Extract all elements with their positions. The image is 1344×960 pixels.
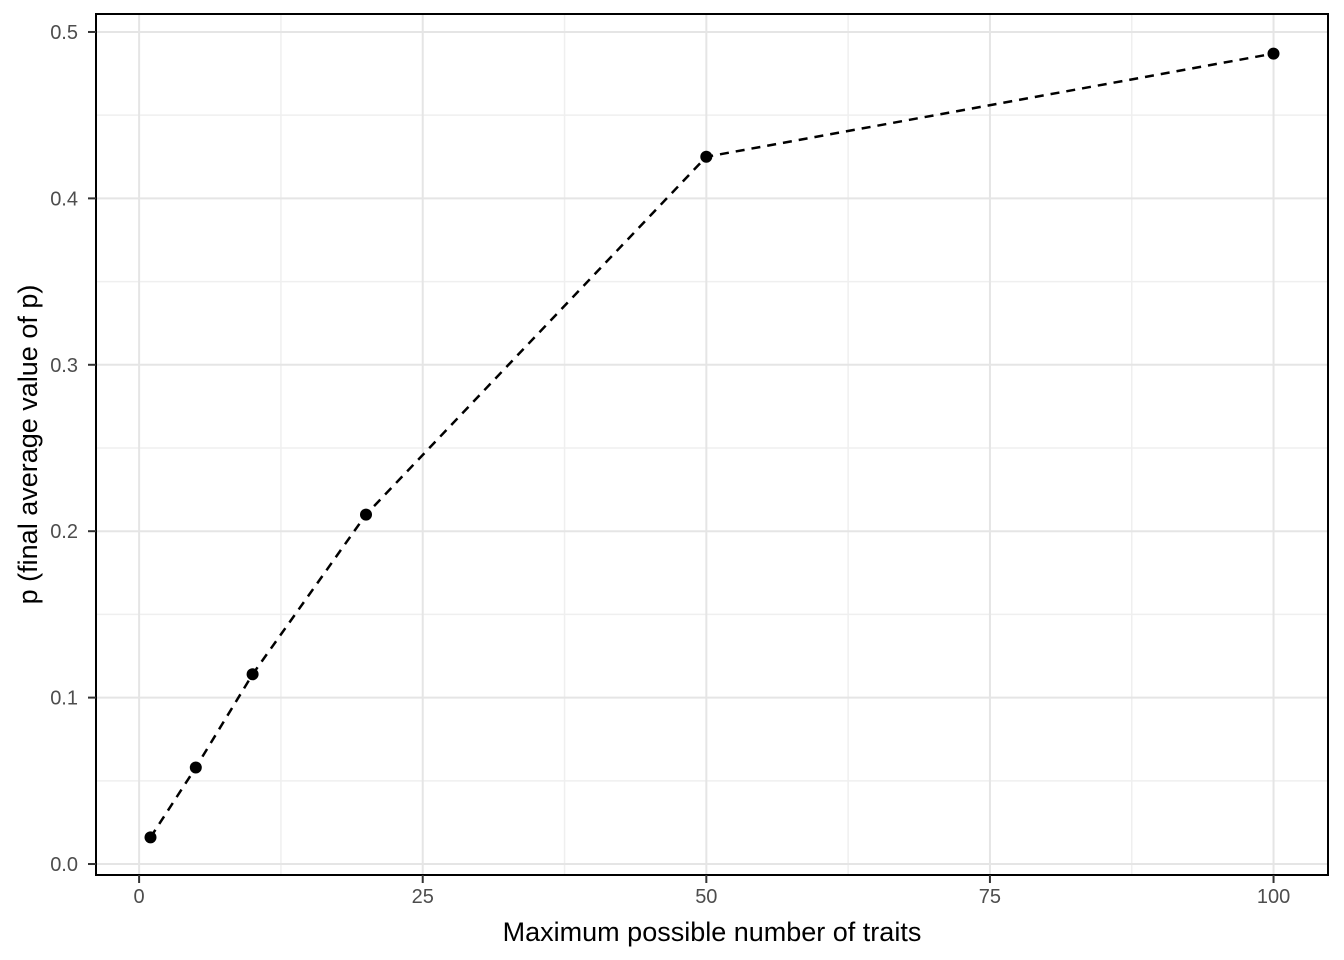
- data-point: [246, 668, 259, 681]
- y-tick-label: 0.2: [50, 521, 78, 543]
- x-tick-label: 75: [979, 886, 1001, 908]
- data-point: [144, 831, 157, 844]
- panel-border-rect: [95, 13, 1329, 876]
- data-point: [700, 150, 713, 163]
- data-line: [149, 52, 1274, 839]
- data-point: [360, 508, 372, 521]
- data-series: [144, 47, 1280, 844]
- x-tick-label: 100: [1257, 886, 1290, 908]
- grid-major: [96, 14, 1328, 875]
- y-axis-title: p (final average value of p): [13, 285, 43, 605]
- data-point: [1267, 47, 1280, 60]
- y-tick-label: 0.5: [50, 22, 78, 44]
- data-point: [189, 761, 202, 774]
- x-tick-label: 50: [695, 886, 717, 908]
- x-tick-label: 25: [412, 886, 434, 908]
- y-tick-label: 0.1: [50, 688, 78, 710]
- y-tick-label: 0.3: [50, 355, 78, 377]
- x-axis-title: Maximum possible number of traits: [503, 917, 922, 947]
- grid-minor: [96, 14, 1328, 875]
- axes: 0 25 50 75 100 0.0 0.1 0.2 0.3 0.4 0.5: [50, 22, 1290, 908]
- x-tick-label: 0: [134, 886, 145, 908]
- panel-border: [95, 13, 1329, 876]
- y-tick-label: 0.4: [50, 188, 78, 210]
- y-tick-label: 0.0: [50, 854, 78, 876]
